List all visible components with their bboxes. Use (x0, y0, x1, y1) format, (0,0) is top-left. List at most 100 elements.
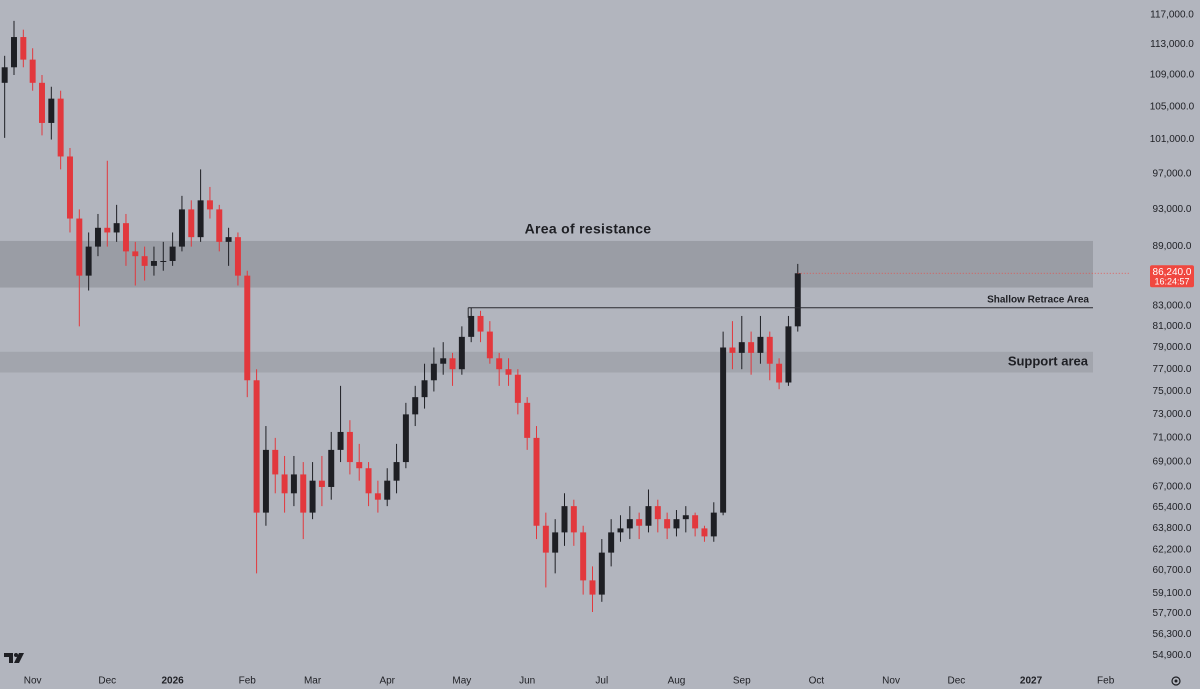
y-tick-label: 69,000.0 (1153, 457, 1192, 468)
candle-body (542, 525, 549, 553)
candle-body (514, 374, 521, 403)
candle-body (402, 414, 409, 463)
candle-body (234, 237, 241, 276)
candle-body (150, 260, 157, 266)
candle-body (225, 237, 232, 242)
x-tick-label: Nov (882, 676, 900, 687)
settings-icon[interactable] (1171, 676, 1181, 686)
candle-body (617, 528, 624, 533)
zone (0, 240, 1093, 288)
candle-body (496, 358, 503, 370)
candle-body (178, 209, 185, 247)
y-tick-label: 109,000.0 (1150, 70, 1195, 81)
candle-body (57, 98, 64, 157)
candle-body (76, 218, 83, 276)
candle-body (626, 519, 633, 529)
candle-body (253, 380, 260, 513)
candle-body (449, 358, 456, 370)
y-tick-label: 73,000.0 (1153, 409, 1192, 420)
candle-body (766, 336, 773, 364)
x-tick-label: 2026 (161, 676, 184, 687)
countdown: 16:24:57 (1154, 277, 1189, 287)
logo-part (14, 653, 24, 663)
candle-body (636, 519, 643, 526)
gear-center[interactable] (1174, 679, 1178, 683)
y-tick-label: 113,000.0 (1150, 39, 1194, 50)
candle-body (673, 519, 680, 529)
x-tick-label: Mar (304, 676, 322, 687)
candle-body (290, 474, 297, 494)
y-tick-label: 75,000.0 (1153, 386, 1192, 397)
candle-body (477, 315, 484, 332)
y-tick-label: 93,000.0 (1153, 204, 1192, 215)
candle-body (94, 227, 101, 247)
y-tick-label: 65,400.0 (1153, 502, 1192, 513)
x-tick-label: Jun (519, 676, 535, 687)
candle-body (384, 480, 391, 500)
y-tick-label: 57,700.0 (1153, 608, 1192, 619)
candle-body (337, 431, 344, 450)
tv-logo (4, 653, 24, 663)
candle-body (505, 369, 512, 375)
y-tick-label: 54,900.0 (1153, 650, 1192, 661)
zone-label: Area of resistance (525, 221, 652, 237)
y-tick-label: 63,800.0 (1153, 523, 1192, 534)
candle-body (244, 275, 251, 381)
candle-body (206, 200, 213, 210)
candle-body (533, 437, 540, 526)
y-tick-label: 71,000.0 (1153, 433, 1192, 444)
candle-body (281, 474, 288, 494)
candle-body (122, 223, 129, 252)
candle-body (29, 59, 36, 83)
x-tick-label: Nov (24, 676, 42, 687)
candle-body (589, 580, 596, 595)
last-price-box (1150, 265, 1194, 288)
x-tick-label: Jul (595, 676, 608, 687)
candle-body (1, 67, 8, 83)
candle-body (598, 552, 605, 595)
candle-body (430, 363, 437, 381)
candle-body (39, 82, 45, 123)
zone-label: Support area (1008, 354, 1089, 369)
y-tick-label: 117,000.0 (1150, 10, 1194, 21)
candle-body (738, 342, 745, 353)
candle-body (393, 462, 400, 481)
candle-body (561, 506, 568, 533)
candle-body (580, 532, 587, 581)
candle-body (309, 480, 316, 513)
candle-body (468, 315, 475, 337)
x-tick-label: Dec (947, 676, 965, 687)
candle-body (48, 98, 55, 123)
y-tick-label: 89,000.0 (1153, 241, 1192, 252)
candle-body (356, 462, 363, 469)
x-tick-label: Oct (809, 676, 825, 687)
candle-body (66, 156, 73, 219)
gear[interactable] (1171, 676, 1181, 686)
candle-body (720, 347, 727, 513)
x-tick-label: Dec (98, 676, 116, 687)
candle-body (160, 260, 167, 262)
candle-body (458, 336, 465, 370)
y-tick-label: 97,000.0 (1153, 168, 1192, 179)
candle-body (365, 468, 372, 494)
candle-body (216, 209, 223, 242)
candle-body (701, 528, 708, 537)
candle-body (197, 200, 204, 238)
candle-body (300, 474, 307, 513)
candle-body (682, 515, 689, 520)
candle-body (374, 493, 381, 500)
candle-body (608, 532, 615, 553)
y-tick-label: 101,000.0 (1150, 134, 1195, 145)
x-tick-label: Sep (733, 676, 751, 687)
y-tick-label: 62,200.0 (1153, 545, 1192, 556)
candle-body (318, 480, 325, 487)
candle-body (412, 397, 419, 415)
x-tick-label: Feb (239, 676, 257, 687)
y-tick-label: 77,000.0 (1153, 364, 1192, 375)
candle-body (20, 37, 27, 60)
candle-body (785, 326, 792, 383)
y-tick-label: 67,000.0 (1153, 482, 1192, 493)
level-label: Shallow Retrace Area (987, 294, 1089, 305)
last-price-label: 86,240.0 (1153, 267, 1192, 278)
